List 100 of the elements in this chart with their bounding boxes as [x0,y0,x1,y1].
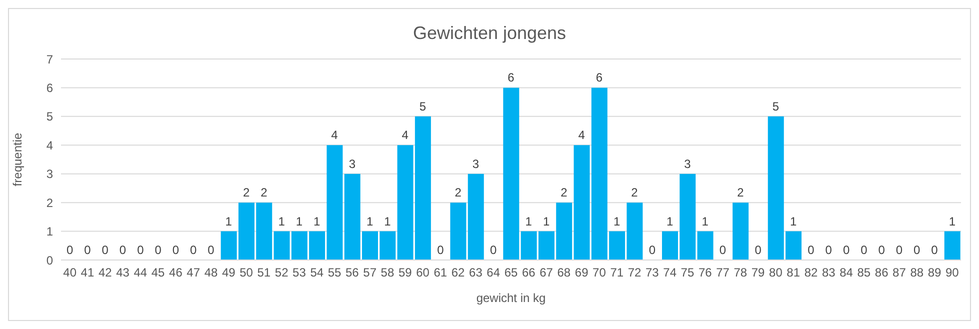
data-label: 1 [225,214,232,228]
bar [732,202,749,260]
x-tick-label: 51 [257,266,271,280]
data-label: 0 [137,243,144,257]
x-tick-label: 88 [910,266,924,280]
x-tick-label: 44 [134,266,148,280]
data-label: 3 [348,156,356,171]
x-axis-title: gewicht in kg [476,291,546,305]
x-tick-label: 41 [80,266,94,280]
data-label: 0 [754,243,762,257]
x-tick-label: 60 [416,266,430,280]
y-tick-label: 7 [46,52,54,66]
data-label: 3 [684,156,692,171]
x-tick-label: 58 [380,266,394,280]
x-tick-label: 56 [345,266,360,280]
x-tick-label: 73 [645,266,660,280]
x-tick-label: 72 [628,266,642,280]
x-tick-label: 67 [540,266,554,280]
bar [450,202,466,260]
x-tick-label: 66 [522,266,536,280]
data-label: 4 [578,128,586,142]
x-tick-label: 80 [769,266,783,280]
data-label: 0 [896,243,903,257]
x-tick-label: 48 [204,266,218,280]
data-label: 6 [596,70,603,85]
bar [503,88,520,260]
data-label: 1 [542,214,550,228]
data-label: 0 [208,243,215,257]
data-label: 0 [825,243,832,257]
data-label: 1 [314,214,321,228]
data-label: 4 [331,128,338,142]
data-label: 0 [931,243,938,257]
data-label: 0 [842,243,850,257]
data-label: 0 [172,243,180,257]
data-label: 0 [84,243,92,257]
x-tick-label: 43 [116,266,130,280]
x-tick-label: 42 [98,266,112,280]
data-label: 1 [666,214,674,228]
x-tick-label: 81 [786,266,800,280]
y-tick-label: 1 [46,224,54,239]
x-tick-label: 79 [751,266,766,280]
data-label: 0 [878,243,886,257]
data-label: 0 [808,243,815,257]
y-tick-label: 3 [46,167,54,182]
x-tick-label: 78 [734,266,748,280]
data-label: 4 [402,128,409,142]
x-tick-label: 53 [292,266,306,280]
x-tick-label: 87 [892,266,906,280]
x-tick-label: 85 [857,266,871,280]
x-tick-label: 62 [451,266,466,280]
x-tick-label: 50 [240,266,254,280]
data-label: 2 [737,186,744,200]
y-tick-label: 6 [46,80,54,95]
bar [944,231,960,260]
data-label: 2 [260,186,268,200]
y-axis-title: frequentie [10,132,24,186]
data-label: 0 [119,243,126,257]
x-tick-label: 55 [328,266,342,280]
x-tick-label: 90 [945,266,960,280]
x-tick-label: 49 [222,266,236,280]
x-tick-label: 83 [822,266,836,280]
data-label: 3 [472,156,480,171]
x-tick-label: 82 [804,266,818,280]
x-tick-label: 47 [186,266,200,280]
x-tick-label: 69 [574,266,589,280]
data-label: 2 [242,186,250,200]
y-tick-label: 2 [46,196,54,210]
data-label: 2 [454,186,462,200]
data-label: 1 [525,214,532,228]
data-label: 2 [631,186,638,200]
data-label: 0 [860,243,868,257]
x-tick-label: 54 [310,266,324,280]
data-label: 1 [384,214,392,228]
data-label: 0 [154,243,162,257]
data-label: 1 [278,214,286,228]
x-tick-label: 45 [151,266,166,280]
y-tick-label: 4 [46,138,54,152]
data-label: 0 [102,243,109,257]
x-tick-label: 70 [592,266,606,280]
y-tick-label: 0 [46,253,54,268]
x-tick-label: 59 [398,266,412,280]
data-label: 0 [66,243,74,257]
x-tick-label: 46 [169,266,183,280]
x-tick-label: 89 [928,266,942,280]
chart-title: Gewichten jongens [412,23,568,44]
x-tick-label: 57 [363,266,377,280]
data-label: 1 [366,214,374,228]
x-tick-label: 52 [274,266,289,280]
x-tick-label: 74 [663,266,677,280]
data-label: 0 [648,243,656,257]
data-label: 6 [508,70,515,85]
data-label: 1 [702,214,709,228]
data-label: 1 [614,214,621,228]
bar [468,174,484,260]
x-tick-label: 40 [63,266,77,280]
x-tick-label: 63 [469,266,483,280]
y-tick-label: 5 [46,110,54,124]
x-tick-label: 65 [504,266,518,280]
data-label: 0 [190,243,198,257]
data-label: 5 [419,99,426,114]
